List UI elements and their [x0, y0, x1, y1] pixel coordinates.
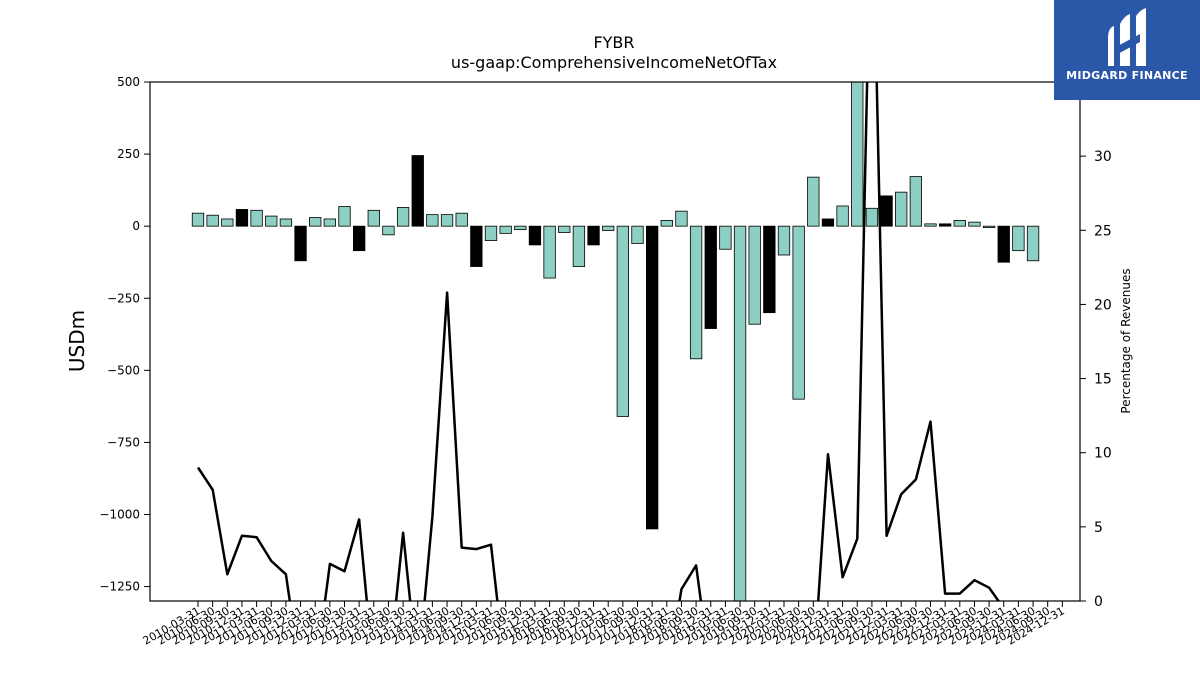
- bar-2013-12-31: [411, 155, 424, 227]
- bar-2010-09-30: [221, 218, 234, 227]
- bars-layer: [191, 82, 1040, 601]
- brand-logo-mark-icon: [1108, 8, 1146, 66]
- y2-tick-label: 15: [1094, 372, 1112, 388]
- bar-2011-03-31: [250, 209, 263, 227]
- bar-2018-09-30: [689, 225, 703, 360]
- bar-2020-09-30: [807, 176, 820, 227]
- plot-frame: [149, 81, 1081, 602]
- bar-2021-09-30: [865, 207, 879, 227]
- bar-2022-09-30: [924, 223, 937, 227]
- chart-title: FYBR: [593, 33, 634, 52]
- bar-2017-03-31: [602, 225, 615, 231]
- bar-2019-03-31: [719, 225, 732, 250]
- chart-subtitle: us-gaap:ComprehensiveIncomeNetOfTax: [451, 53, 777, 72]
- bar-2015-09-30: [514, 225, 527, 231]
- bar-2023-12-31: [997, 225, 1010, 263]
- bar-2023-09-30: [982, 225, 996, 229]
- y-tick-label: −500: [107, 363, 140, 377]
- bar-2012-03-31: [309, 217, 322, 227]
- bar-2024-03-31: [1012, 225, 1025, 252]
- y-tick-label: −750: [107, 435, 140, 449]
- bar-2013-03-31: [367, 209, 380, 227]
- y-tick-label: 0: [132, 219, 140, 233]
- y-tick-label: −250: [107, 291, 140, 305]
- bar-2014-03-31: [426, 214, 439, 227]
- bar-2014-12-31: [470, 225, 483, 267]
- bar-2022-06-30: [909, 176, 922, 227]
- bar-2012-09-30: [338, 206, 351, 227]
- bar-2019-09-30: [748, 225, 761, 325]
- y2-tick-label: 30: [1094, 149, 1112, 165]
- bar-2019-12-31: [763, 225, 776, 314]
- bar-2010-06-30: [206, 214, 219, 227]
- y2-axis-label: Percentage of Revenues: [1119, 268, 1133, 413]
- y-axis-label: USDm: [65, 310, 89, 372]
- bar-2016-12-31: [587, 225, 600, 246]
- bar-2016-03-31: [543, 225, 556, 279]
- bar-2013-09-30: [396, 207, 410, 227]
- bar-2012-12-31: [352, 225, 366, 252]
- bar-2012-06-30: [323, 218, 337, 227]
- bar-2020-06-30: [792, 225, 805, 400]
- y-tick-label: 500: [117, 75, 140, 89]
- bar-2017-12-31: [646, 225, 659, 530]
- bar-2013-06-30: [382, 225, 395, 236]
- line-layer: [196, 82, 1001, 601]
- bar-2023-06-30: [968, 221, 981, 227]
- axes-layer: 500 250 0 −250 −500 −750 −1000 −1250 0 5 10 15 20 25 3…: [99, 75, 1111, 648]
- bar-2018-03-31: [660, 219, 673, 227]
- brand-name: MIDGARD FINANCE: [1066, 69, 1188, 82]
- bar-2019-06-30: [733, 225, 747, 601]
- bar-2014-09-30: [455, 212, 468, 227]
- bar-2021-03-31: [836, 205, 849, 227]
- bar-2017-09-30: [631, 225, 644, 244]
- bar-2016-09-30: [572, 225, 586, 267]
- bar-2022-12-31: [939, 223, 952, 227]
- bar-2014-06-30: [440, 214, 454, 227]
- brand-logo: MIDGARD FINANCE: [1054, 0, 1200, 100]
- bar-2021-06-30: [851, 82, 864, 227]
- y2-tick-label: 0: [1094, 594, 1103, 610]
- bar-2020-12-31: [821, 218, 835, 227]
- y2-tick-label: 10: [1094, 446, 1112, 462]
- y2-tick-label: 25: [1094, 223, 1112, 239]
- bar-2018-06-30: [675, 210, 688, 227]
- bar-2015-06-30: [499, 225, 512, 234]
- bar-2010-12-31: [235, 209, 249, 227]
- bar-2011-06-30: [265, 215, 278, 227]
- bar-2011-09-30: [279, 218, 293, 227]
- bar-2015-12-31: [528, 225, 542, 246]
- series-line-percentage-of-revenues: [196, 82, 1001, 601]
- bar-2017-06-30: [616, 225, 629, 417]
- bar-2022-03-31: [895, 191, 908, 227]
- bar-2018-12-31: [704, 225, 717, 329]
- y2-tick-label: 20: [1094, 297, 1112, 313]
- bar-2010-03-31: [191, 212, 205, 227]
- bar-2015-03-31: [484, 225, 498, 241]
- bar-2024-06-30: [1026, 225, 1040, 262]
- y2-tick-label: 5: [1094, 520, 1103, 536]
- bar-2023-03-31: [953, 219, 966, 227]
- y-tick-label: −1000: [99, 508, 140, 522]
- y-tick-label: −1250: [99, 580, 140, 594]
- bar-2021-12-31: [880, 195, 893, 227]
- bar-2016-06-30: [558, 225, 571, 233]
- bar-2020-03-31: [777, 225, 791, 256]
- y-tick-label: 250: [117, 147, 140, 161]
- bar-2011-12-31: [294, 225, 307, 262]
